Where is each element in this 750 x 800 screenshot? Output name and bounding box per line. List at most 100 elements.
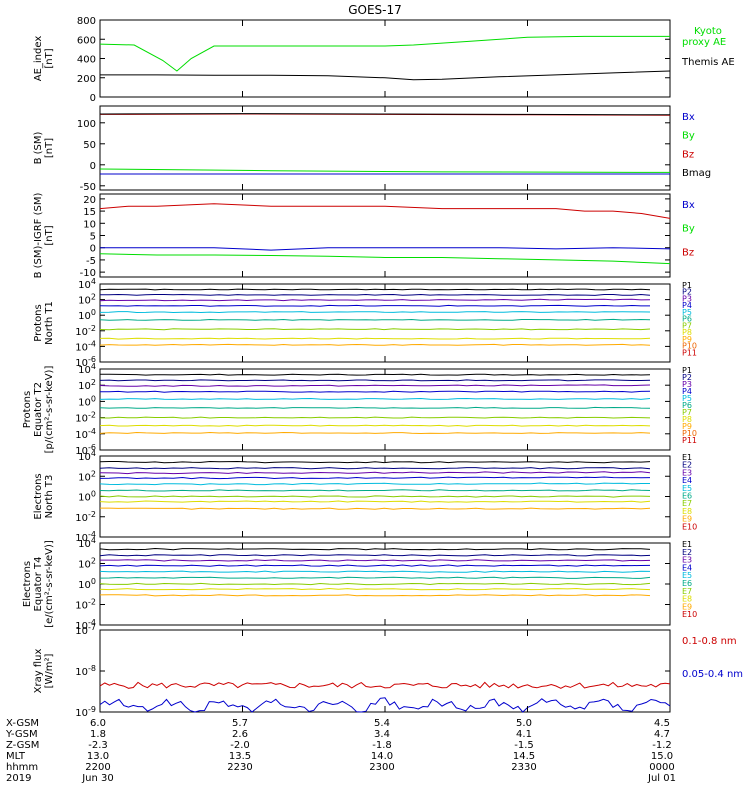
series-line-p6: [99, 406, 651, 409]
x-row-label: X-GSM: [6, 718, 39, 729]
series-line-e9: [100, 507, 651, 510]
x-row-label: Z-GSM: [6, 740, 39, 751]
x-row-label: 2019: [6, 773, 31, 784]
y-tick-label: 102: [78, 557, 96, 571]
y-tick-label: 10-4: [75, 427, 96, 441]
y-tick-label: 10-4: [75, 530, 96, 544]
y-axis-label: B (SM)[nT]: [33, 131, 55, 164]
legend-e10: E10: [682, 522, 697, 531]
x-row-value: -2.0: [230, 740, 250, 751]
legend-e7: E7: [682, 499, 692, 508]
series-line-e5: [99, 482, 650, 486]
y-tick-label: 104: [78, 362, 96, 376]
y-tick-label: 10-7: [75, 623, 96, 637]
legend-e6: E6: [682, 579, 692, 588]
series-line-e1: [99, 547, 651, 551]
x-row-value: 6.0: [90, 718, 106, 729]
y-tick-label: 10: [83, 219, 96, 230]
y-tick-label: 15: [83, 207, 96, 218]
y-tick-label: 10-6: [75, 355, 96, 369]
panel-5: 104 102 100 10-2 10-4 10-6 ProtonsEquator T2[p…: [22, 362, 697, 457]
y-tick-label: 104: [78, 449, 96, 463]
x-row-value: 2300: [369, 762, 394, 773]
series-line-p4: [100, 390, 651, 393]
legend-0.05-0.4-nm: 0.05-0.4 nm: [682, 669, 743, 680]
x-row-value: 5.7: [232, 718, 248, 729]
series-line-p5: [99, 397, 651, 400]
x-row-value: 15.0: [651, 751, 673, 762]
y-tick-label: 10-2: [75, 510, 96, 524]
series-line-p1: [99, 373, 651, 376]
series-line-e7: [99, 495, 651, 498]
series-line-bz: [99, 203, 671, 219]
panel-8: 10-7 10-8 10-9 Xray flux[W/m²] 0.1-0.8 nm 0.0…: [33, 623, 743, 719]
y-tick-label: 10-4: [75, 618, 96, 632]
x-row-label: MLT: [6, 751, 26, 762]
x-row-value: -1.2: [652, 740, 672, 751]
y-tick-label: 102: [78, 469, 96, 483]
y-tick-label: 0: [90, 244, 96, 255]
legend-p8: P8: [682, 415, 692, 424]
legend-e1: E1: [682, 453, 692, 462]
series-line-e8: [99, 587, 651, 591]
legend-e7: E7: [682, 587, 692, 596]
series-line-e2: [99, 467, 651, 470]
series-line-e8: [99, 500, 651, 503]
legend-e2: E2: [682, 548, 692, 557]
legend-e8: E8: [682, 595, 692, 604]
x-row-value: 2230: [227, 762, 252, 773]
series-line-0.1-0.8-nm: [99, 681, 671, 689]
x-row-value: Jun 30: [81, 773, 114, 784]
x-row-value: 1.8: [90, 729, 106, 740]
series-line-p7: [99, 328, 651, 331]
y-tick-label: 5: [90, 232, 96, 243]
y-tick-label: 100: [78, 490, 96, 504]
legend-p2: P2: [682, 288, 692, 297]
legend-p11: P11: [682, 348, 697, 357]
legend-p8: P8: [682, 328, 692, 337]
y-tick-label: 10-2: [75, 598, 96, 612]
x-row-value: -2.3: [88, 740, 108, 751]
x-row-value: 0000: [649, 762, 674, 773]
x-row-value: 2330: [511, 762, 536, 773]
legend-p2: P2: [682, 373, 692, 382]
series-line-p9: [99, 343, 651, 346]
y-axis-label: ElectronsEquator T4[e/(cm²-s-sr-keV)]: [22, 540, 55, 628]
y-tick-label: 600: [77, 35, 96, 46]
y-tick-label: 0: [90, 93, 96, 104]
y-tick-label: 10-4: [75, 339, 96, 353]
series-line-p2: [100, 293, 651, 296]
y-tick-label: 10-8: [75, 664, 96, 678]
y-tick-label: 20: [83, 195, 96, 206]
y-tick-label: 10-2: [75, 324, 96, 338]
x-row-value: -1.5: [514, 740, 534, 751]
y-tick-label: 200: [77, 74, 96, 85]
legend-by: By: [682, 224, 695, 235]
x-row-label: hhmm: [6, 762, 38, 773]
legend-p5: P5: [682, 308, 692, 317]
legend-p10: P10: [682, 429, 697, 438]
x-row-value: -1.8: [372, 740, 392, 751]
legend-p7: P7: [682, 408, 692, 417]
series-line-0.05-0.4-nm: [99, 697, 671, 713]
y-tick-label: 104: [78, 277, 96, 291]
series-line-e1: [99, 460, 651, 464]
y-tick-label: 102: [78, 378, 96, 392]
x-row-value: 5.4: [374, 718, 390, 729]
x-row-value: 4.5: [654, 718, 670, 729]
series-line-kyoto-proxy-ae: [99, 35, 670, 72]
panel-2: -50 0 50 100 B (SM)[nT] Bx By Bz Bmag: [33, 105, 711, 193]
series-line-e4: [99, 564, 651, 567]
panel-6: 104 102 100 10-2 10-4 ElectronsNorth T3 E1E2E3…: [33, 449, 697, 544]
legend-e5: E5: [682, 484, 692, 493]
series-line-by: [99, 168, 671, 173]
panel-7: 104 102 100 10-2 10-4 ElectronsEquator T4[e/(…: [22, 536, 697, 632]
legend-p9: P9: [682, 422, 692, 431]
legend-e8: E8: [682, 507, 692, 516]
series-line-p2: [99, 379, 651, 382]
legend-p5: P5: [682, 394, 692, 403]
series-line-p8: [99, 337, 651, 340]
panel-frame: [99, 283, 671, 363]
y-axis-label: ProtonsEquator T2[p/(cm²-s-sr-keV)]: [22, 366, 55, 454]
